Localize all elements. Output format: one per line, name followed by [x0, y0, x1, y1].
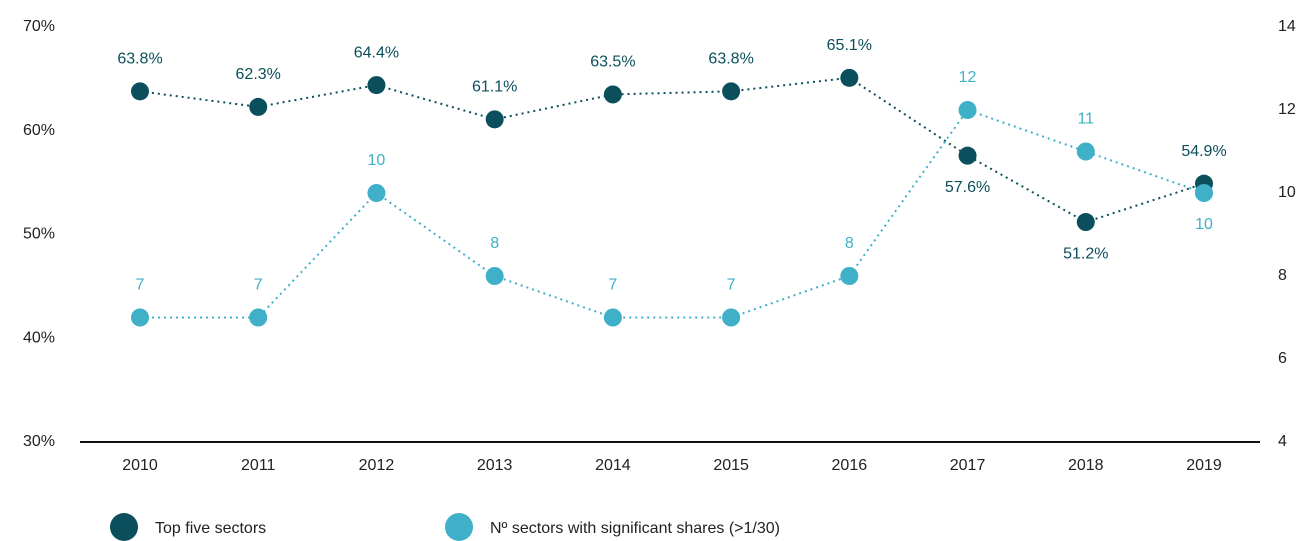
- data-label: 63.8%: [117, 51, 162, 68]
- y2-tick-label: 8: [1278, 267, 1287, 284]
- data-label: 64.4%: [354, 44, 399, 61]
- point: [367, 184, 386, 202]
- data-label: 12: [959, 69, 977, 86]
- y2-tick-label: 4: [1278, 433, 1287, 450]
- point: [485, 267, 504, 285]
- data-label: 7: [136, 277, 145, 294]
- data-label: 7: [608, 277, 617, 294]
- data-label: 8: [845, 235, 854, 252]
- point: [131, 308, 149, 327]
- data-label: 62.3%: [236, 66, 281, 83]
- legend-marker: [445, 513, 473, 541]
- y-tick-label: 50%: [23, 226, 55, 243]
- point: [958, 101, 977, 119]
- point: [367, 76, 386, 95]
- data-label: 63.5%: [590, 54, 635, 71]
- x-tick-label: 2013: [477, 457, 513, 474]
- data-label: 54.9%: [1181, 143, 1226, 160]
- y2-tick-label: 10: [1278, 184, 1296, 201]
- point: [840, 68, 859, 87]
- y-tick-label: 60%: [23, 122, 55, 139]
- y-tick-label: 70%: [23, 18, 55, 35]
- point: [485, 110, 504, 129]
- y2-tick-label: 12: [1278, 101, 1296, 118]
- x-tick-label: 2015: [713, 457, 749, 474]
- point: [1195, 184, 1213, 202]
- data-label: 7: [254, 277, 263, 294]
- x-tick-label: 2012: [359, 457, 395, 474]
- point: [249, 97, 268, 116]
- legend-marker: [110, 513, 138, 541]
- data-label: 8: [490, 235, 499, 252]
- x-tick-label: 2016: [832, 457, 868, 474]
- data-label: 61.1%: [472, 79, 517, 96]
- point: [840, 267, 859, 285]
- point: [603, 308, 622, 327]
- data-label: 10: [368, 152, 386, 169]
- point: [249, 308, 268, 327]
- legend-label: Top five sectors: [155, 520, 266, 537]
- x-tick-label: 2018: [1068, 457, 1104, 474]
- y2-tick-label: 6: [1278, 350, 1287, 367]
- x-tick-label: 2010: [122, 457, 158, 474]
- x-tick-label: 2014: [595, 457, 631, 474]
- legend-label: Nº sectors with significant shares (>1/3…: [490, 520, 780, 537]
- data-label: 57.6%: [945, 179, 990, 196]
- series-line: [139, 76, 1205, 224]
- data-label: 65.1%: [827, 37, 872, 54]
- point: [1076, 213, 1095, 232]
- x-tick-label: 2017: [950, 457, 986, 474]
- point: [131, 82, 149, 101]
- point: [603, 85, 622, 104]
- y-tick-label: 30%: [23, 433, 55, 450]
- y-tick-label: 40%: [23, 329, 55, 346]
- x-tick-label: 2019: [1186, 457, 1222, 474]
- point: [722, 82, 741, 101]
- data-label: 11: [1077, 111, 1094, 128]
- point: [1076, 142, 1095, 161]
- data-label: 7: [727, 277, 736, 294]
- point: [958, 146, 977, 165]
- data-label: 63.8%: [708, 51, 753, 68]
- data-label: 51.2%: [1063, 245, 1108, 262]
- x-tick-label: 2011: [241, 457, 276, 474]
- data-label: 10: [1195, 216, 1213, 233]
- y2-tick-label: 14: [1278, 18, 1296, 35]
- series-line: [140, 108, 1205, 319]
- point: [722, 308, 741, 327]
